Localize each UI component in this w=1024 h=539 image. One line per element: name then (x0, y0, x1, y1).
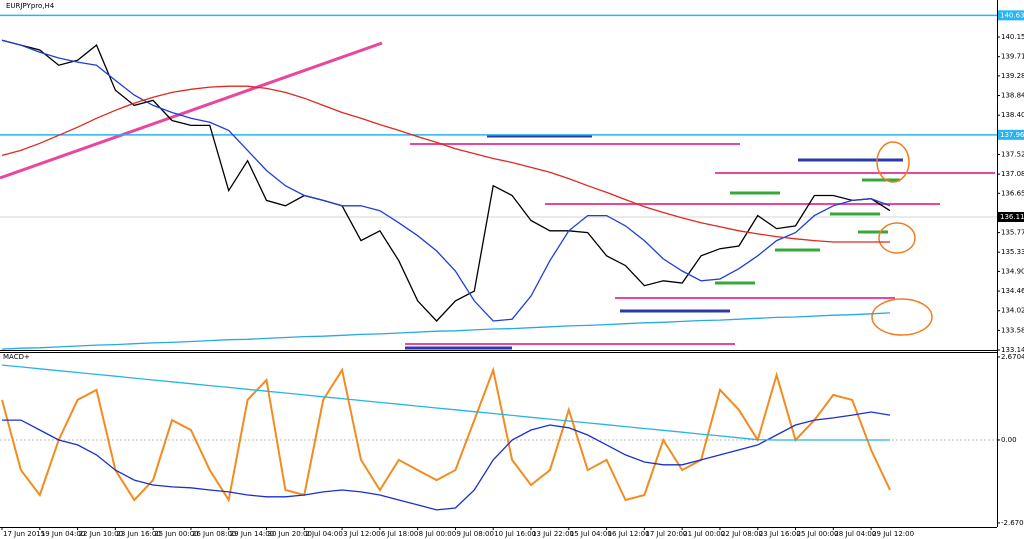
x-tick-label: 21 Jul 00:00 (683, 530, 725, 538)
y-tick-label: -2.6704 (1001, 519, 1024, 527)
highlight-circle (871, 298, 933, 336)
y-tick-label: 133.140 (1001, 346, 1024, 354)
x-tick-label: 19 Jun 04:00 (41, 530, 85, 538)
x-tick-label: 23 Jul 16:00 (759, 530, 801, 538)
y-tick-label: 136.650 (1001, 189, 1024, 197)
y-tick-label: 134.020 (1001, 307, 1024, 315)
series-line (1, 364, 890, 441)
series-line (1, 39, 891, 322)
x-tick-label: 2 Jul 04:00 (305, 530, 343, 538)
x-tick-label: 25 Jul 00:00 (797, 530, 839, 538)
y-tick-label: 139.710 (1001, 53, 1024, 61)
price-label: 137.960 (1000, 131, 1024, 139)
y-tick-label: 134.900 (1001, 267, 1024, 275)
y-tick-label: 137.080 (1001, 170, 1024, 178)
x-tick-label: 16 Jul 12:00 (608, 530, 650, 538)
x-tick-label: 15 Jul 04:00 (570, 530, 612, 538)
trend-line (0, 41, 383, 180)
y-tick-label: 134.460 (1001, 287, 1024, 295)
series-line (1, 366, 891, 503)
y-tick-label: 135.770 (1001, 229, 1024, 237)
x-tick-label: 23 Jun 16:00 (116, 530, 160, 538)
series-line (1, 39, 891, 322)
x-tick-label: 10 Jul 16:00 (494, 530, 536, 538)
series-line (1, 85, 890, 243)
series-line (2, 411, 891, 511)
x-tick-label: 9 Jul 08:00 (456, 530, 494, 538)
y-tick-label: 138.840 (1001, 92, 1024, 100)
x-tick-label: 6 Jul 18:00 (381, 530, 419, 538)
highlight-circle (878, 222, 916, 254)
price-label-box (998, 129, 1024, 140)
price-label-box (998, 10, 1024, 21)
y-tick-label: 139.280 (1001, 72, 1024, 80)
x-tick-label: 30 Jun 20:00 (268, 530, 312, 538)
price-label: 140.636 (1000, 11, 1024, 19)
last-price-box (998, 212, 1024, 223)
drawings (0, 41, 995, 350)
chart-title: EURJPYpro,H4 (6, 2, 55, 10)
highlight-circle (876, 141, 910, 183)
frame (0, 0, 998, 528)
y-tick-label: 140.150 (1001, 33, 1024, 41)
y-tick-label: 2.6704 (1001, 353, 1024, 361)
x-tick-label: 25 Jun 00:00 (154, 530, 198, 538)
last-price-label: 136.119 (1000, 213, 1024, 221)
x-tick-label: 8 Jul 00:00 (419, 530, 457, 538)
x-tick-label: 22 Jun 10:00 (79, 530, 123, 538)
x-tick-label: 13 Jul 22:00 (532, 530, 574, 538)
x-tick-label: 29 Jul 12:00 (872, 530, 914, 538)
x-tick-label: 28 Jul 04:00 (834, 530, 876, 538)
y-tick-label: 138.400 (1001, 111, 1024, 119)
x-tick-label: 26 Jun 08:00 (192, 530, 236, 538)
panel-title: MACD+ (3, 353, 30, 361)
x-tick-label: 3 Jul 12:00 (343, 530, 381, 538)
series-line (1, 312, 891, 350)
x-tick-label: 17 Jun 2015 (3, 530, 45, 538)
x-tick-label: 22 Jul 08:00 (721, 530, 763, 538)
y-tick-label: 0.00 (1001, 436, 1017, 444)
y-tick-label: 133.580 (1001, 326, 1024, 334)
y-tick-label: 137.520 (1001, 150, 1024, 158)
x-tick-label: 29 Jun 14:00 (230, 530, 274, 538)
x-tick-label: 17 Jul 20:00 (645, 530, 687, 538)
y-tick-label: 135.330 (1001, 248, 1024, 256)
